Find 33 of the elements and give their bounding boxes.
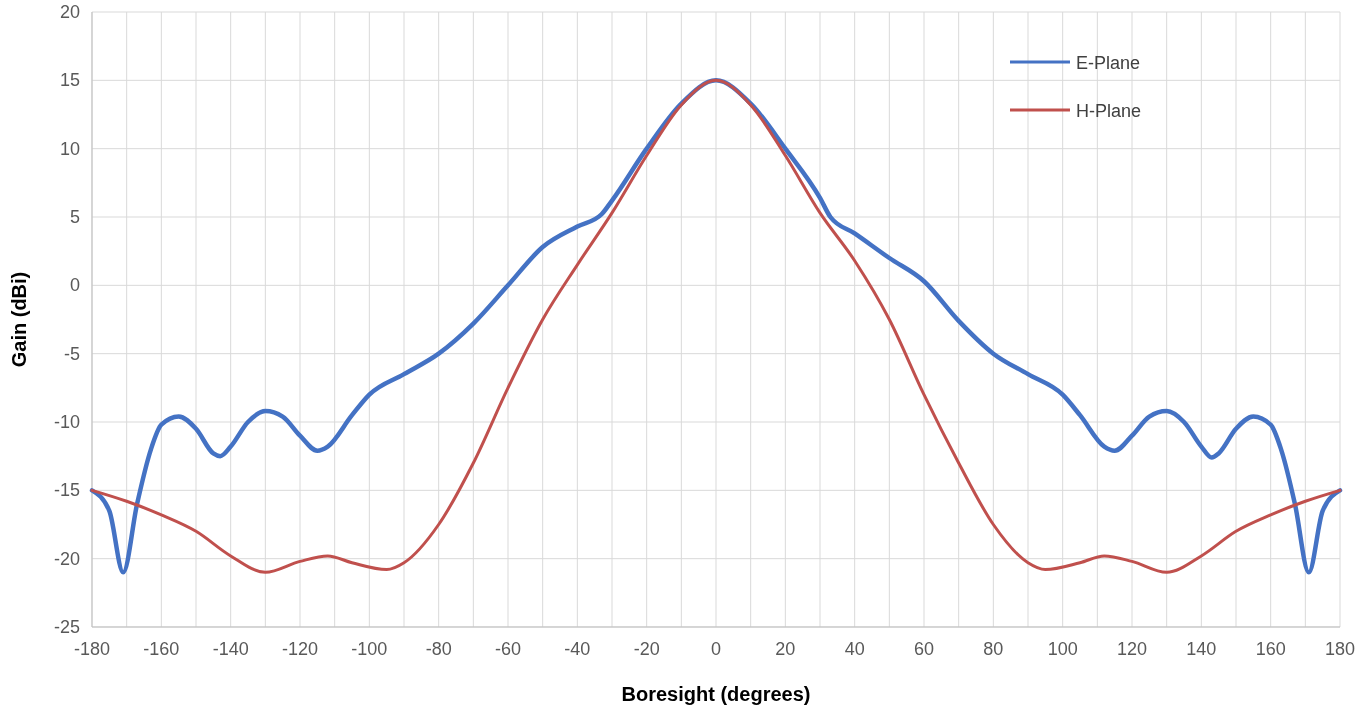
x-tick-label: 20	[775, 639, 796, 659]
x-axis-title: Boresight (degrees)	[621, 683, 811, 705]
x-tick-label: 40	[844, 639, 865, 659]
x-tick-label: -100	[351, 639, 388, 659]
legend-label: E-Plane	[1076, 53, 1141, 73]
x-tick-label: -160	[143, 639, 180, 659]
y-tick-label: -15	[53, 480, 80, 501]
x-tick-label: 180	[1324, 639, 1356, 659]
x-tick-label: 140	[1186, 639, 1217, 659]
y-tick-label: -10	[53, 412, 80, 432]
x-tick-label: -80	[425, 639, 452, 659]
y-tick-label: -20	[53, 548, 80, 569]
x-tick-label: 160	[1255, 639, 1286, 659]
x-tick-label: 100	[1047, 639, 1078, 659]
y-axis-title: Gain (dBi)	[8, 271, 30, 368]
x-tick-label: -120	[281, 639, 319, 659]
legend-label: H-Plane	[1076, 101, 1142, 121]
y-tick-label: -25	[53, 617, 80, 637]
x-tick-label: -180	[73, 639, 111, 659]
y-tick-label: 20	[59, 2, 80, 22]
y-tick-label: 10	[59, 138, 80, 159]
x-tick-label: -60	[494, 639, 522, 659]
x-tick-label: 0	[710, 639, 722, 659]
x-tick-label: -20	[633, 639, 660, 659]
x-tick-label: -40	[564, 639, 591, 659]
y-tick-label: 0	[69, 275, 80, 296]
x-tick-label: 120	[1116, 639, 1148, 659]
x-tick-label: -140	[212, 639, 249, 659]
x-tick-label: 60	[913, 639, 935, 659]
y-tick-label: 15	[59, 70, 80, 91]
y-tick-label: -5	[63, 343, 80, 364]
x-tick-label: 80	[983, 639, 1004, 659]
y-tick-label: 5	[69, 207, 80, 227]
